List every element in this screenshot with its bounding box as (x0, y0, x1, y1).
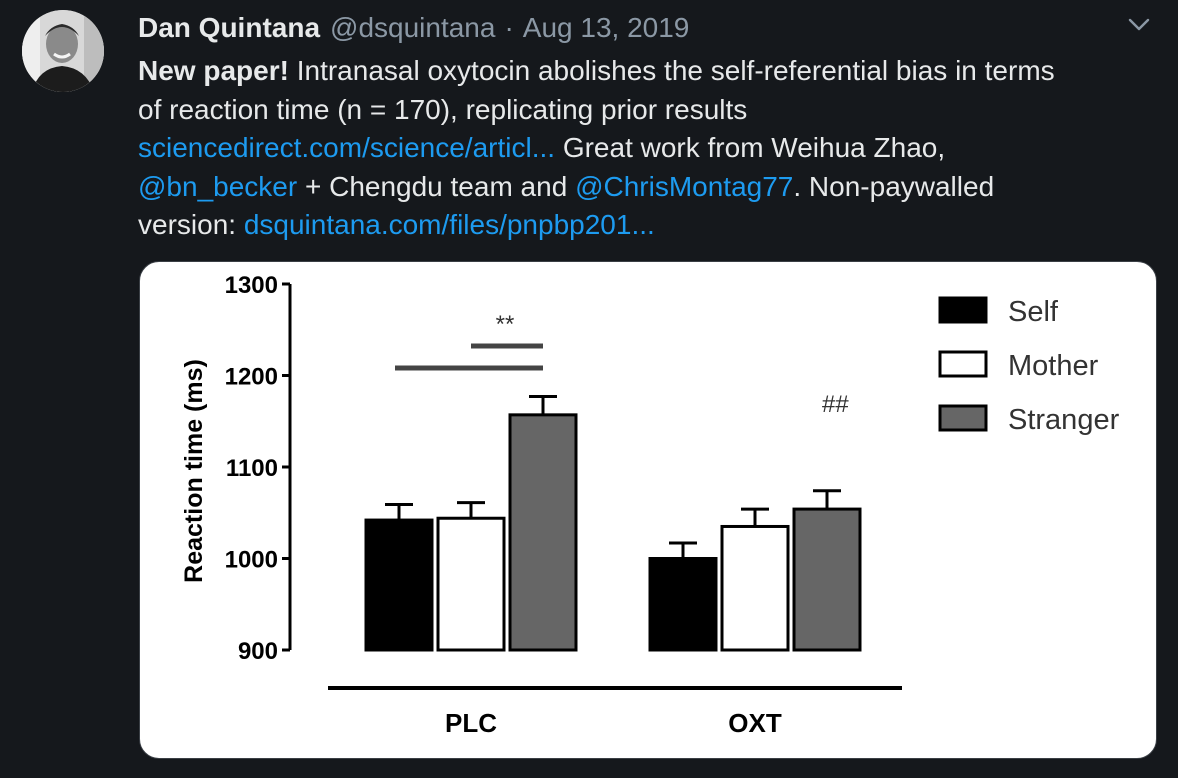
avatar-photo-icon (22, 10, 104, 92)
bar-stranger-oxt (792, 507, 862, 652)
legend-label-stranger: Stranger (1008, 404, 1120, 436)
tweet-text-bold: New paper! (138, 55, 289, 86)
bar-mother-plc (436, 516, 506, 652)
x-category-label: PLC (445, 708, 497, 738)
significance-marker: ** (496, 311, 515, 338)
y-tick-label: 1100 (226, 455, 278, 482)
bar-self-oxt (648, 557, 718, 652)
author-name[interactable]: Dan Quintana (138, 12, 321, 43)
tweet-date[interactable]: Aug 13, 2019 (522, 12, 690, 43)
tweet-text-segment: + Chengdu team and (297, 170, 576, 202)
significance-marker-oxt: ## (822, 391, 849, 418)
tweet-text-line: @bn_becker + Chengdu team and @ChrisMont… (138, 168, 1158, 207)
tweet-text-segment: version: (138, 209, 244, 240)
mention-link[interactable]: @ChrisMontag77 (575, 170, 794, 202)
attached-chart-image[interactable]: 900 1000 1100 1200 1300 Reaction time (ms) PLC… (139, 261, 1157, 759)
author-avatar[interactable] (22, 10, 104, 92)
legend-swatch-mother (938, 350, 988, 378)
tweet-text-line: version: dsquintana.com/files/pnpbp201..… (138, 206, 1158, 245)
tweet-text-segment: Intranasal oxytocin abolishes the self-r… (288, 55, 1055, 86)
tweet-text-segment: Great work from Weihua Zhao, (555, 132, 946, 163)
bar-self-plc (364, 518, 434, 652)
y-tick-label: 1200 (225, 364, 278, 391)
y-tick-label: 1000 (225, 547, 278, 574)
chevron-down-icon[interactable] (1124, 10, 1154, 40)
tweet-text-segment: of reaction time (n = 170), replicating … (138, 93, 748, 125)
header-separator: · (504, 12, 514, 43)
legend-swatch-self (938, 296, 988, 324)
mention-link[interactable]: @bn_becker (138, 170, 298, 202)
author-handle[interactable]: @dsquintana (330, 12, 496, 43)
tweet-text-line: sciencedirect.com/science/articl... Grea… (138, 129, 1158, 168)
legend-label-mother: Mother (1008, 350, 1099, 382)
bar-mother-oxt (720, 524, 790, 652)
tweet-text-line: of reaction time (n = 170), replicating … (138, 91, 1158, 130)
legend-label-self: Self (1008, 296, 1059, 328)
bar-stranger-plc (508, 413, 578, 652)
tweet-text-segment: . Non-paywalled (793, 170, 995, 202)
tweet-header: Dan Quintana @dsquintana · Aug 13, 2019 (138, 10, 689, 46)
y-axis-label: Reaction time (ms) (180, 359, 208, 583)
tweet-text-line: New paper! Intranasal oxytocin abolishes… (138, 52, 1158, 91)
y-tick-label: 1300 (225, 272, 278, 299)
url-link[interactable]: dsquintana.com/files/pnpbp201... (243, 209, 655, 240)
tweet-text: New paper! Intranasal oxytocin abolishes… (138, 52, 1158, 245)
url-link[interactable]: sciencedirect.com/science/articl... (138, 132, 556, 163)
legend-swatch-stranger (938, 404, 988, 432)
x-category-label: OXT (728, 708, 782, 738)
bar-chart: 900 1000 1100 1200 1300 Reaction time (ms) PLC… (180, 272, 1120, 738)
y-tick-label: 900 (238, 638, 278, 665)
